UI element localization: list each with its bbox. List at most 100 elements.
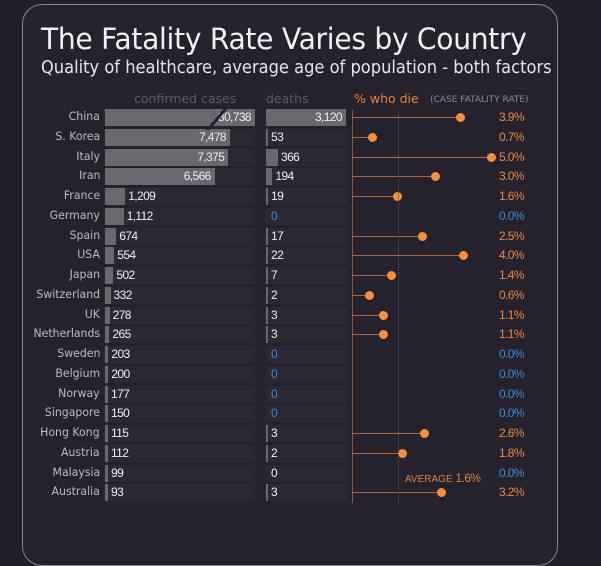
cases-bar [105, 484, 108, 502]
fatality-value: 0.6% [499, 287, 525, 302]
deaths-row-background [265, 267, 347, 284]
fatality-stem [353, 136, 373, 138]
fatality-dot [420, 429, 430, 438]
fatality-dot [431, 172, 441, 182]
fatality-stem [353, 255, 464, 257]
fatality-value: 3.9% [499, 110, 525, 124]
table-row: Netherlands 265 3 1.1% [0, 325, 601, 345]
cases-value: 99 [111, 465, 124, 480]
deaths-value: 3 [271, 485, 278, 500]
deaths-value: 0 [271, 386, 278, 401]
fatality-dot [456, 113, 466, 122]
cases-value: 80,738 [217, 110, 252, 124]
deaths-row-background [265, 365, 347, 383]
cases-row-background [104, 365, 255, 383]
deaths-row-background [265, 148, 347, 166]
country-label: S. Korea [55, 128, 100, 143]
deaths-bar [266, 168, 273, 186]
fatality-value: 1.4% [499, 268, 525, 282]
deaths-value: 366 [281, 149, 300, 164]
cases-row-background [104, 227, 255, 245]
fatality-value: 0.7% [499, 129, 525, 144]
deaths-row-background [265, 168, 347, 186]
column-header-cases: confirmed cases [134, 91, 237, 106]
cases-bar [105, 464, 108, 482]
deaths-value: 19 [271, 189, 284, 203]
country-label: Australia [51, 484, 100, 499]
cases-bar [105, 247, 115, 265]
cases-bar [105, 385, 108, 403]
cases-bar [105, 109, 255, 126]
deaths-row-background [265, 188, 347, 205]
country-label: China [68, 109, 100, 123]
cases-bar [105, 128, 230, 146]
table-row: S. Korea 7,478 53 0.7% [0, 128, 601, 148]
cases-row-background [104, 306, 255, 324]
fatality-value: 3.0% [499, 169, 525, 184]
cases-bar [105, 227, 117, 245]
fatality-value: 0.0% [499, 386, 525, 401]
fatality-stem [353, 235, 422, 237]
fatality-dot [367, 132, 377, 142]
fatality-value: 0.0% [499, 465, 525, 480]
fatality-stem [353, 196, 398, 197]
country-label: Switzerland [36, 286, 100, 301]
deaths-row-background [265, 247, 347, 265]
cases-row-background [104, 385, 255, 403]
cases-bar [105, 444, 108, 462]
fatality-value: 1.1% [499, 327, 525, 342]
table-row: Sweden 203 0 0.0% [0, 345, 601, 365]
deaths-row-background [265, 444, 347, 462]
fatality-stem [353, 117, 461, 118]
deaths-value: 0 [271, 406, 278, 421]
deaths-bar [266, 306, 268, 324]
deaths-value: 3 [271, 307, 278, 322]
fatality-stem [353, 314, 384, 316]
cases-value: 332 [113, 287, 133, 302]
cases-row-background [104, 484, 255, 502]
country-label: Iran [78, 168, 100, 183]
cases-row-background [104, 464, 255, 482]
fatality-stem [353, 334, 384, 336]
deaths-value: 3 [271, 327, 278, 342]
chart-subtitle: Quality of healthcare, average age of po… [41, 58, 552, 78]
table-row: Germany 1,112 0 0.0% [0, 207, 601, 227]
deaths-row-background [265, 286, 347, 304]
fatality-stem [353, 294, 370, 296]
deaths-value: 22 [271, 248, 284, 263]
cases-value: 265 [112, 327, 131, 342]
fatality-dot [378, 330, 388, 340]
deaths-value: 0 [271, 347, 278, 361]
deaths-bar [266, 128, 268, 146]
fatality-value: 5.0% [499, 149, 525, 164]
deaths-value: 0 [271, 208, 278, 223]
deaths-bar [266, 247, 268, 265]
chart-title: The Fatality Rate Varies by Country [41, 22, 527, 56]
table-row: France 1,209 19 1.6% [0, 187, 601, 207]
fatality-value: 3.2% [499, 485, 525, 500]
cases-bar [105, 346, 109, 363]
fatality-stem [353, 492, 442, 494]
deaths-bar [266, 188, 268, 205]
table-row: Belgium 200 0 0.0% [0, 365, 601, 385]
table-row: Iran 6,566 194 3.0% [0, 167, 601, 187]
table-row: UK 278 3 1.1% [0, 306, 601, 326]
cases-value: 150 [111, 406, 130, 421]
deaths-bar [266, 148, 278, 166]
deaths-value: 17 [271, 228, 284, 243]
cases-row-background [104, 286, 255, 304]
fatality-stem [353, 275, 392, 276]
deaths-value: 3,120 [314, 110, 343, 124]
deaths-bar [266, 425, 268, 442]
fatality-stem [353, 433, 425, 434]
cases-row-background [104, 444, 255, 462]
country-label: Norway [58, 385, 100, 400]
fatality-stem [353, 156, 491, 158]
average-line [398, 110, 399, 503]
cases-row-background [104, 207, 255, 225]
fatality-dot [458, 251, 468, 261]
cases-bar [105, 286, 111, 304]
table-row: Switzerland 332 2 0.6% [0, 286, 601, 306]
table-row: Japan 502 7 1.4% [0, 266, 601, 286]
cases-value: 203 [111, 347, 130, 361]
